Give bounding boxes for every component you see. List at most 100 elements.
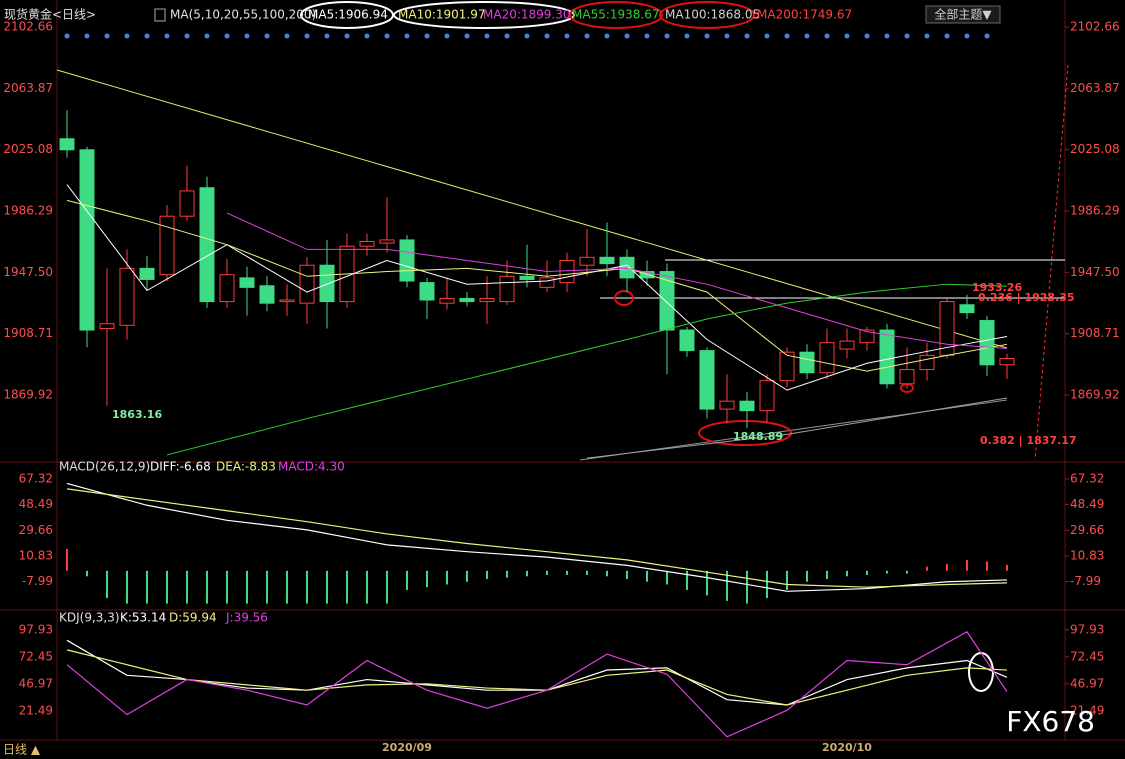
candle-body [379,239,395,244]
y-tick-label: 10.83 [19,549,53,563]
event-dot [344,33,350,39]
macd-bar [406,570,408,590]
candle-body [219,274,235,303]
event-dot [624,33,630,39]
macd-bar [746,570,748,604]
candle-body [739,400,755,412]
legend-entry: D:59.94 [169,611,217,625]
icon [154,8,166,22]
y-tick-label: 1869.92 [3,387,53,401]
event-dot [64,33,70,39]
y-tick-label: 29.66 [1070,523,1104,537]
y-tick-label: 1986.29 [3,204,53,218]
annotation: 1933.26 [972,281,1022,294]
macd-bar [386,570,388,604]
ma-label: MA(5,10,20,55,100,200) [170,8,316,22]
macd-bar [126,570,128,604]
candle-body [719,400,735,410]
y-tick-label: 29.66 [19,523,53,537]
event-dot [504,33,510,39]
event-dot [864,33,870,39]
candle-body [979,320,995,366]
y-tick-label: 1869.92 [1070,387,1120,401]
legend-entry: K:53.14 [120,611,166,625]
candle-body [479,297,495,303]
event-dot [404,33,410,39]
event-dot [604,33,610,39]
candle-body [799,351,815,374]
event-dot [944,33,950,39]
macd-bar [786,570,788,590]
macd-bar [366,570,368,604]
y-tick-label: 97.93 [1070,622,1104,636]
candle-body [579,256,595,266]
y-tick-label: 21.49 [1070,703,1104,717]
event-dot [484,33,490,39]
macd-bar [546,570,548,575]
legend-entry: J:39.56 [225,611,268,625]
legend-entry: MA100:1868.05 [665,8,760,22]
event-dot [164,33,170,39]
event-dot [544,33,550,39]
event-dot [904,33,910,39]
macd-bar [1006,564,1008,571]
event-dot [584,33,590,39]
candle-body [619,256,635,279]
instrument: 现货黄金<日线> [4,7,96,22]
y-tick-label: 1947.50 [3,265,53,279]
theme-button-label[interactable]: 全部主题▼ [934,7,992,22]
candle-body [819,342,835,374]
period-button[interactable]: 日线 ▲ [3,743,41,757]
event-dot [384,33,390,39]
annotation: 0.382 | 1837.17 [980,434,1077,447]
event-dot [464,33,470,39]
y-tick-label: 1986.29 [1070,204,1120,218]
macd-bar [866,570,868,575]
highlight [393,1,575,29]
macd-bar [846,570,848,577]
x-tick-label: 2020/10 [822,741,872,754]
macd-bar [66,548,68,571]
macd-bar [326,570,328,604]
candle-body [159,215,175,276]
legend-entry: MA10:1901.97 [398,8,486,22]
macd-bar [426,570,428,588]
event-dot [924,33,930,39]
event-dot [784,33,790,39]
event-dot [244,33,250,39]
event-dot [204,33,210,39]
event-dot [444,33,450,39]
macd-bar [726,570,728,601]
panel-title: KDJ(9,3,3) [59,611,120,625]
y-tick-label: 2063.87 [1070,81,1120,95]
event-dot [324,33,330,39]
candle-body [199,187,215,303]
theme-button[interactable] [925,5,1001,24]
indicator-line [66,199,1008,372]
candle-body [839,340,855,350]
candle-body [59,138,75,151]
event-dot [144,33,150,39]
candle-body [319,264,335,303]
event-dot [84,33,90,39]
macd-bar [526,570,528,577]
macd-bar [666,570,668,585]
legend-entry: MA55:1938.67 [572,8,660,22]
event-dot [984,33,990,39]
indicator-line [166,283,1008,456]
y-tick-label: 48.49 [1070,497,1104,511]
candle-body [279,299,295,303]
y-tick-label: 1947.50 [1070,265,1120,279]
event-dot [724,33,730,39]
event-dot [364,33,370,39]
candle-body [119,267,135,326]
macd-bar [186,570,188,604]
highlight [569,1,663,29]
candle-body [999,357,1015,366]
legend-entry: DEA:-8.83 [216,460,276,474]
candle-body [299,264,315,304]
candle-body [779,351,795,382]
macd-bar [986,561,988,571]
